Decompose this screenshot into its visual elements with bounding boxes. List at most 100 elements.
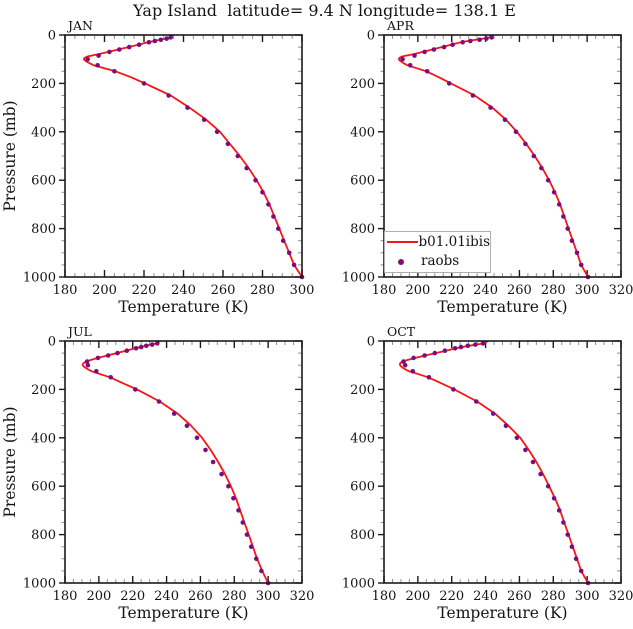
raobs-data-point <box>146 40 152 45</box>
raobs-data-point <box>569 238 575 243</box>
model-temperature-line <box>398 340 589 584</box>
chart-text: 200 <box>31 383 56 398</box>
chart-text: 260 <box>507 589 532 604</box>
page-title: Yap Island latitude= 9.4 N longitude= 13… <box>133 1 516 20</box>
raobs-data-point <box>424 69 430 74</box>
raobs-data-point <box>551 190 557 195</box>
chart-text: 1000 <box>342 271 375 286</box>
chart-text: 1000 <box>23 271 56 286</box>
raobs-data-point <box>133 346 139 351</box>
chart-text: 220 <box>120 589 145 604</box>
raobs-data-point <box>244 165 249 171</box>
raobs-data-point <box>194 435 200 441</box>
chart-text: 600 <box>350 174 375 189</box>
raobs-data-point <box>152 38 158 44</box>
chart-text: 320 <box>609 283 633 298</box>
chart-text: 280 <box>541 589 566 604</box>
raobs-data-point <box>407 63 413 68</box>
chart-text: 260 <box>211 283 236 298</box>
chart-text: 260 <box>188 589 213 604</box>
raobs-data-point <box>156 399 162 404</box>
chart-text: 300 <box>290 283 315 298</box>
chart-text: 200 <box>92 283 117 298</box>
chart-text: Pressure (mb) <box>1 406 19 517</box>
model-temperature-line <box>81 340 270 584</box>
chart-text: 220 <box>439 283 464 298</box>
raobs-data-point <box>545 483 551 489</box>
raobs-data-point <box>460 40 466 45</box>
raobs-data-point <box>149 342 155 347</box>
chart-text: 220 <box>132 283 157 298</box>
raobs-data-point <box>422 49 427 55</box>
raobs-data-point <box>85 56 90 62</box>
raobs-data-point <box>168 35 173 40</box>
chart-text: 400 <box>350 431 375 446</box>
raobs-data-point <box>107 49 112 55</box>
chart-text: 280 <box>541 283 566 298</box>
raobs-data-point <box>95 63 100 68</box>
raobs-data-point <box>539 165 544 171</box>
raobs-data-point <box>573 556 579 562</box>
chart-text: 800 <box>31 222 56 237</box>
chart-text: OCT <box>387 324 416 339</box>
raobs-data-point <box>84 359 90 364</box>
chart-text: 200 <box>350 77 375 92</box>
raobs-data-point <box>244 532 250 537</box>
chart-text: Pressure (mb) <box>1 100 19 211</box>
chart-text: 1000 <box>23 577 56 592</box>
model-temperature-line <box>82 34 303 278</box>
raobs-data-point <box>490 411 496 416</box>
raobs-data-point <box>400 56 405 62</box>
chart-text: 200 <box>86 589 111 604</box>
raobs-data-point <box>286 250 292 256</box>
raobs-data-point <box>502 117 508 122</box>
chart-text: 0 <box>48 335 56 350</box>
raobs-data-point <box>488 105 493 110</box>
plot-frame <box>64 340 303 584</box>
chart-text: Temperature (K) <box>118 298 248 316</box>
chart-text: 220 <box>439 589 464 604</box>
chart-text: 400 <box>31 125 56 140</box>
model-line-swatch <box>387 241 418 244</box>
chart-text: 800 <box>350 222 375 237</box>
panel-apr: 180 200 220 240 260 280 300 320 0 200 400 600 800 100… <box>342 18 633 316</box>
raobs-data-point <box>530 459 536 465</box>
chart-text: Temperature (K) <box>437 298 567 316</box>
raobs-data-point <box>85 362 91 368</box>
raobs-data-point <box>185 105 190 110</box>
raobs-data-point <box>411 355 416 361</box>
chart-text: 320 <box>290 589 315 604</box>
chart-text: 240 <box>154 589 179 604</box>
raobs-data-point <box>578 568 584 574</box>
raobs-data-point <box>271 214 276 219</box>
raobs-data-point <box>164 36 169 41</box>
raobs-data-point <box>214 129 220 135</box>
chart-text: 200 <box>350 383 375 398</box>
raobs-data-point <box>470 93 476 98</box>
raobs-data-point <box>138 344 144 350</box>
raobs-data-point <box>133 387 138 392</box>
raobs-data-point <box>473 342 478 347</box>
raobs-data-point <box>538 471 543 477</box>
chart-text: 240 <box>171 283 196 298</box>
raobs-data-point <box>401 359 406 364</box>
raobs-data-point <box>117 47 122 52</box>
raobs-data-point <box>248 544 254 549</box>
chart-text: 180 <box>372 589 397 604</box>
raobs-data-point <box>266 202 271 207</box>
raobs-data-point <box>260 190 265 195</box>
raobs-data-point <box>276 226 281 231</box>
chart-text: 240 <box>473 589 498 604</box>
legend: b01.01ibis raobs <box>384 231 491 273</box>
chart-text: 300 <box>575 589 600 604</box>
raobs-data-point <box>144 343 149 349</box>
legend-dot-swatch-zone <box>385 258 421 265</box>
raobs-data-point <box>468 38 473 44</box>
model-temperature-line <box>397 34 589 278</box>
panel-jan: 180 200 220 240 260 280 300 0 200 400 600 800 1000 JA… <box>1 18 314 316</box>
chart-text: 320 <box>609 589 633 604</box>
raobs-data-point <box>201 117 207 122</box>
chart-text: 1000 <box>342 577 375 592</box>
raobs-data-point <box>556 508 562 513</box>
